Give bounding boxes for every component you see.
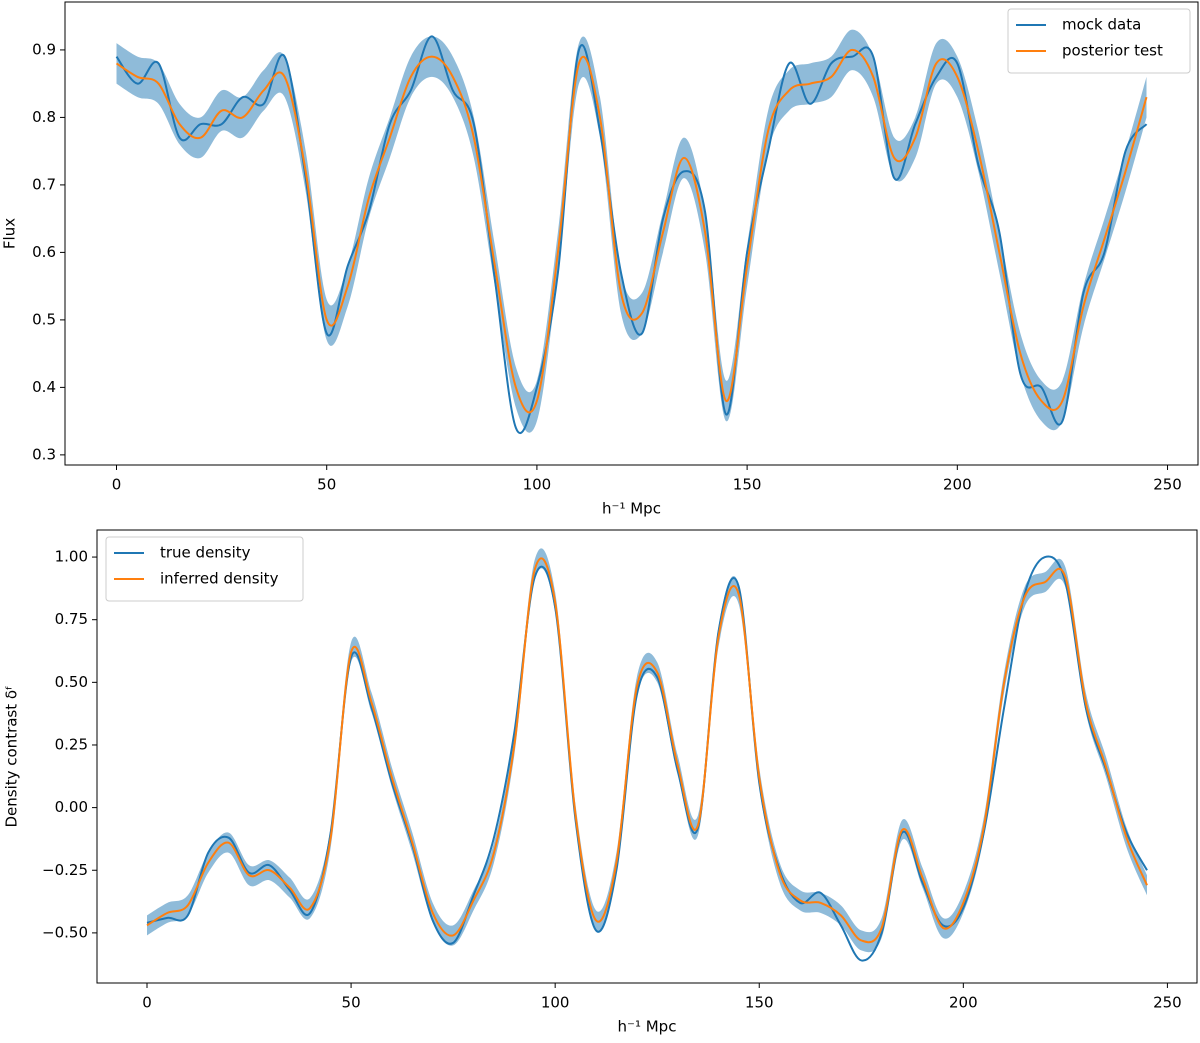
legend-label: posterior test — [1062, 42, 1163, 60]
y-tick-label: −0.50 — [42, 923, 88, 941]
x-tick-label: 150 — [733, 476, 762, 494]
y-tick-label: −0.25 — [42, 861, 88, 879]
x-tick-label: 100 — [523, 476, 552, 494]
y-tick-label: 0.4 — [32, 378, 56, 396]
line — [115, 48, 1148, 414]
legend-box — [105, 536, 304, 602]
y-tick-label: 0.3 — [32, 445, 56, 463]
y-tick-label: 0.9 — [32, 40, 56, 58]
y-tick-label: 0.8 — [32, 108, 56, 126]
line — [146, 557, 1148, 944]
x-tick-label: 200 — [943, 476, 972, 494]
x-tick-label: 100 — [541, 994, 570, 1012]
x-axis-label: h⁻¹ Mpc — [618, 1018, 677, 1036]
legend-box — [1007, 8, 1191, 74]
x-tick-label: 0 — [142, 994, 152, 1012]
x-tick-label: 150 — [745, 994, 774, 1012]
legend-label: inferred density — [160, 570, 279, 588]
x-tick-label: 250 — [1153, 994, 1182, 1012]
y-tick-label: 0.00 — [55, 798, 88, 816]
y-tick-label: 0.25 — [55, 735, 88, 753]
x-tick-label: 250 — [1153, 476, 1182, 494]
x-tick-label: 0 — [112, 476, 122, 494]
y-axis-label: Flux — [1, 218, 19, 249]
x-tick-label: 200 — [949, 994, 978, 1012]
x-tick-label: 50 — [317, 476, 336, 494]
x-tick-label: 50 — [342, 994, 361, 1012]
y-tick-label: 0.5 — [32, 310, 56, 328]
y-tick-label: 0.7 — [32, 175, 56, 193]
y-tick-label: 1.00 — [55, 548, 88, 566]
legend-label: true density — [160, 544, 251, 562]
axes-frame — [64, 1, 1199, 466]
y-tick-label: 0.6 — [32, 243, 56, 261]
y-axis-label: Density contrast δᶠ — [3, 685, 21, 827]
x-axis-label: h⁻¹ Mpc — [602, 500, 661, 518]
y-tick-label: 0.50 — [55, 673, 88, 691]
legend-label: mock data — [1062, 16, 1141, 34]
axes-frame — [96, 529, 1198, 984]
confidence-band — [116, 29, 1147, 433]
y-tick-label: 0.75 — [55, 610, 88, 628]
